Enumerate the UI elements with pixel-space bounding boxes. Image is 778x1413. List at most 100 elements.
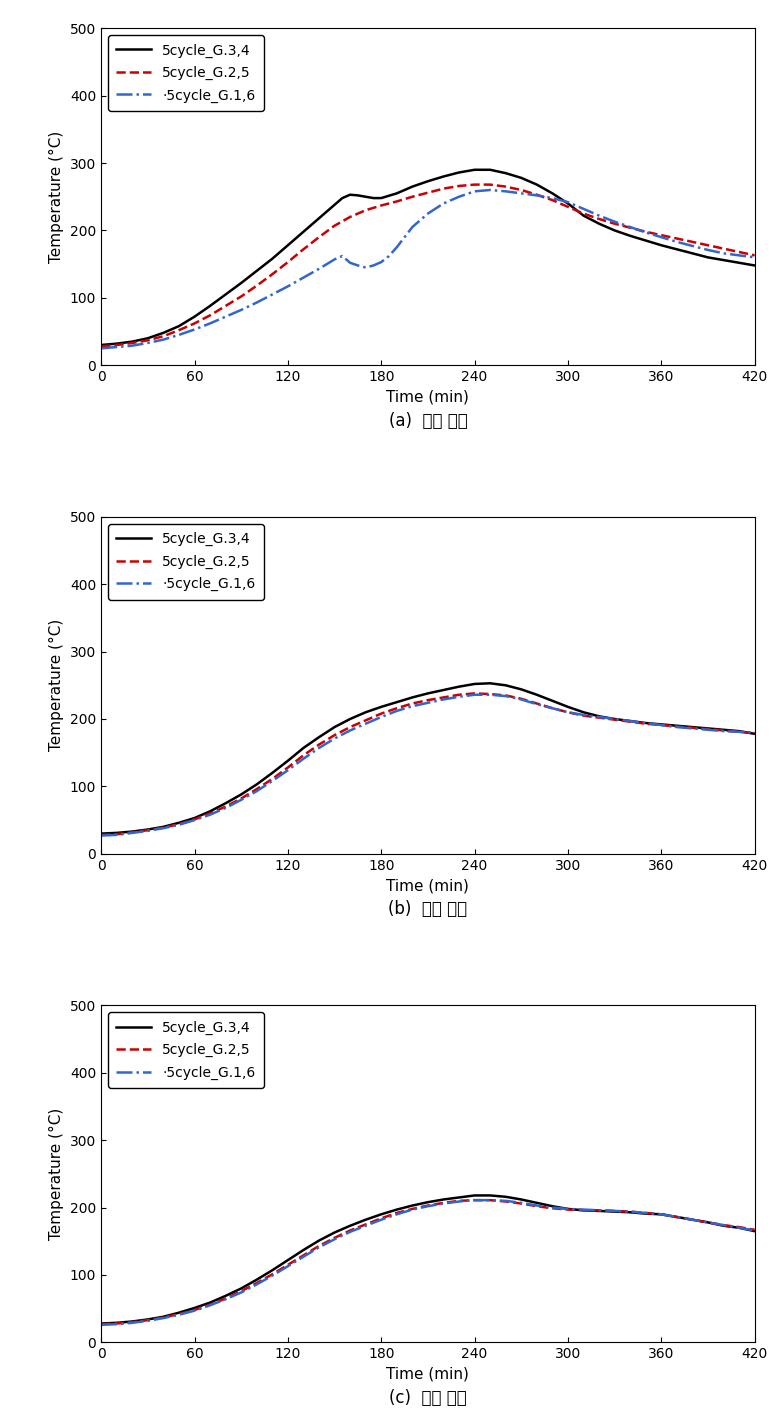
·5cycle_G.1,6 (143, 1313, 152, 1330)
5cycle_G.3,4 (299, 223, 308, 240)
5cycle_G.2,5 (579, 1202, 588, 1219)
5cycle_G.2,5 (174, 815, 184, 832)
5cycle_G.3,4 (532, 1194, 541, 1211)
·5cycle_G.1,6 (221, 308, 230, 325)
·5cycle_G.1,6 (143, 335, 152, 352)
·5cycle_G.1,6 (190, 321, 199, 338)
5cycle_G.2,5 (454, 1193, 464, 1210)
·5cycle_G.1,6 (159, 820, 168, 836)
5cycle_G.3,4 (517, 170, 526, 187)
5cycle_G.2,5 (205, 307, 215, 324)
5cycle_G.3,4 (423, 1194, 433, 1211)
5cycle_G.2,5 (423, 184, 433, 201)
5cycle_G.3,4 (470, 675, 479, 692)
·5cycle_G.1,6 (517, 691, 526, 708)
·5cycle_G.1,6 (252, 1276, 261, 1293)
·5cycle_G.1,6 (719, 1217, 728, 1234)
·5cycle_G.1,6 (626, 219, 635, 236)
Line: ·5cycle_G.1,6: ·5cycle_G.1,6 (101, 1200, 755, 1325)
5cycle_G.3,4 (268, 764, 277, 781)
5cycle_G.2,5 (532, 695, 541, 712)
5cycle_G.2,5 (128, 824, 137, 841)
Line: 5cycle_G.2,5: 5cycle_G.2,5 (101, 185, 755, 346)
5cycle_G.3,4 (626, 227, 635, 244)
5cycle_G.3,4 (221, 794, 230, 811)
5cycle_G.2,5 (252, 780, 261, 797)
5cycle_G.3,4 (205, 297, 215, 314)
5cycle_G.3,4 (408, 690, 417, 706)
·5cycle_G.1,6 (345, 722, 355, 739)
5cycle_G.3,4 (252, 776, 261, 793)
Legend: 5cycle_G.3,4, 5cycle_G.2,5, ·5cycle_G.1,6: 5cycle_G.3,4, 5cycle_G.2,5, ·5cycle_G.1,… (108, 1012, 264, 1088)
5cycle_G.3,4 (314, 1232, 324, 1249)
5cycle_G.3,4 (143, 329, 152, 346)
Legend: 5cycle_G.3,4, 5cycle_G.2,5, ·5cycle_G.1,6: 5cycle_G.3,4, 5cycle_G.2,5, ·5cycle_G.1,… (108, 524, 264, 599)
5cycle_G.3,4 (392, 185, 401, 202)
5cycle_G.2,5 (626, 219, 635, 236)
5cycle_G.3,4 (361, 1211, 370, 1228)
5cycle_G.2,5 (485, 685, 495, 702)
·5cycle_G.1,6 (641, 1204, 650, 1221)
5cycle_G.3,4 (454, 678, 464, 695)
5cycle_G.2,5 (205, 1296, 215, 1313)
5cycle_G.3,4 (423, 685, 433, 702)
5cycle_G.2,5 (268, 266, 277, 283)
5cycle_G.2,5 (221, 1290, 230, 1307)
5cycle_G.3,4 (268, 250, 277, 267)
5cycle_G.2,5 (470, 1191, 479, 1208)
5cycle_G.3,4 (221, 1287, 230, 1304)
5cycle_G.2,5 (610, 1202, 619, 1219)
5cycle_G.3,4 (353, 187, 363, 203)
5cycle_G.3,4 (532, 177, 541, 194)
5cycle_G.2,5 (112, 1316, 121, 1332)
·5cycle_G.1,6 (563, 1201, 573, 1218)
·5cycle_G.1,6 (299, 268, 308, 285)
·5cycle_G.1,6 (237, 791, 246, 808)
5cycle_G.2,5 (594, 1202, 604, 1219)
5cycle_G.2,5 (610, 711, 619, 728)
·5cycle_G.1,6 (369, 257, 378, 274)
5cycle_G.2,5 (501, 687, 510, 704)
5cycle_G.3,4 (501, 165, 510, 182)
5cycle_G.3,4 (143, 821, 152, 838)
5cycle_G.2,5 (423, 1197, 433, 1214)
·5cycle_G.1,6 (268, 285, 277, 302)
Y-axis label: Temperature (°C): Temperature (°C) (49, 1108, 65, 1241)
5cycle_G.2,5 (548, 699, 557, 716)
·5cycle_G.1,6 (703, 1214, 713, 1231)
5cycle_G.3,4 (532, 687, 541, 704)
5cycle_G.3,4 (314, 729, 324, 746)
5cycle_G.3,4 (626, 712, 635, 729)
·5cycle_G.1,6 (641, 715, 650, 732)
5cycle_G.2,5 (532, 1198, 541, 1215)
·5cycle_G.1,6 (330, 1231, 339, 1248)
5cycle_G.2,5 (485, 1191, 495, 1208)
·5cycle_G.1,6 (750, 723, 759, 740)
5cycle_G.3,4 (112, 824, 121, 841)
5cycle_G.3,4 (237, 274, 246, 291)
·5cycle_G.1,6 (283, 1258, 293, 1275)
·5cycle_G.1,6 (377, 1211, 386, 1228)
5cycle_G.3,4 (750, 257, 759, 274)
5cycle_G.3,4 (594, 1202, 604, 1219)
5cycle_G.3,4 (174, 814, 184, 831)
5cycle_G.3,4 (112, 335, 121, 352)
Y-axis label: Temperature (°C): Temperature (°C) (49, 619, 65, 752)
Line: 5cycle_G.3,4: 5cycle_G.3,4 (101, 170, 755, 345)
·5cycle_G.1,6 (128, 338, 137, 355)
5cycle_G.3,4 (439, 681, 448, 698)
5cycle_G.2,5 (439, 1194, 448, 1211)
5cycle_G.2,5 (657, 1205, 666, 1222)
5cycle_G.3,4 (112, 1314, 121, 1331)
5cycle_G.2,5 (361, 1217, 370, 1234)
5cycle_G.2,5 (299, 1246, 308, 1263)
·5cycle_G.1,6 (641, 225, 650, 242)
·5cycle_G.1,6 (330, 731, 339, 747)
5cycle_G.2,5 (579, 205, 588, 222)
5cycle_G.2,5 (734, 723, 744, 740)
5cycle_G.3,4 (408, 1197, 417, 1214)
X-axis label: Time (min): Time (min) (387, 390, 469, 404)
5cycle_G.3,4 (563, 1201, 573, 1218)
·5cycle_G.1,6 (688, 1211, 697, 1228)
·5cycle_G.1,6 (657, 716, 666, 733)
